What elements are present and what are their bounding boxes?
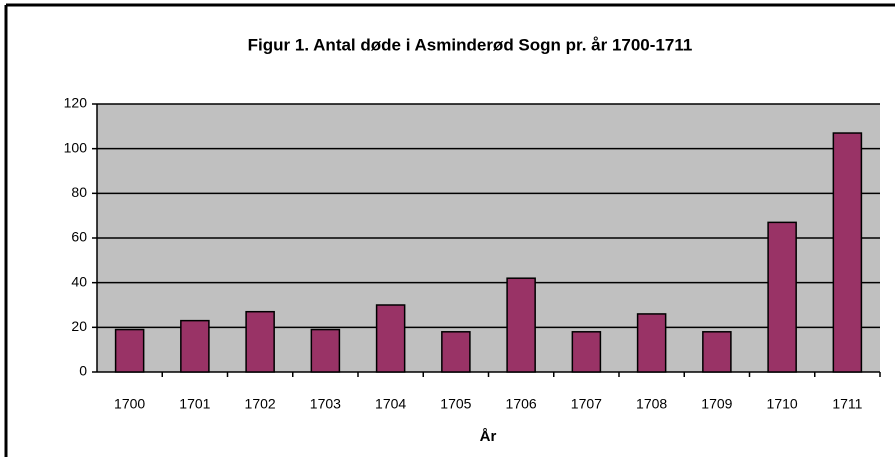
bar bbox=[310, 328, 341, 373]
bar bbox=[636, 313, 667, 373]
bar bbox=[180, 319, 210, 373]
y-tick-label: 120 bbox=[64, 95, 88, 111]
x-tick-label: 1705 bbox=[440, 396, 471, 412]
x-tick-label: 1711 bbox=[832, 396, 862, 412]
x-axis-label: År bbox=[480, 428, 497, 445]
bar bbox=[441, 331, 471, 373]
y-tick-label: 20 bbox=[71, 318, 87, 334]
y-tick-label: 80 bbox=[71, 184, 87, 200]
x-tick-label: 1702 bbox=[245, 396, 276, 412]
x-tick-label: 1700 bbox=[114, 396, 145, 412]
bar bbox=[375, 304, 406, 373]
bar bbox=[571, 331, 602, 373]
x-tick-label: 1703 bbox=[310, 396, 341, 412]
x-tick-label: 1708 bbox=[636, 396, 667, 412]
bar bbox=[832, 132, 863, 373]
y-tick-label: 100 bbox=[64, 139, 88, 155]
x-tick-label: 1706 bbox=[506, 396, 537, 412]
x-tick-label: 1707 bbox=[571, 396, 602, 412]
y-tick-label: 60 bbox=[71, 229, 87, 245]
x-tick-label: 1701 bbox=[179, 396, 210, 412]
bar bbox=[767, 221, 797, 373]
y-tick-label: 40 bbox=[71, 273, 87, 289]
x-tick-label: 1704 bbox=[375, 396, 406, 412]
bar bbox=[114, 328, 145, 373]
bar bbox=[245, 310, 275, 373]
chart-title: Figur 1. Antal døde i Asminderød Sogn pr… bbox=[248, 35, 693, 54]
bar bbox=[702, 331, 732, 373]
x-tick-label: 1709 bbox=[701, 396, 732, 412]
x-tick-label: 1710 bbox=[767, 396, 798, 412]
bar bbox=[506, 277, 536, 373]
y-tick-label: 0 bbox=[79, 363, 87, 379]
